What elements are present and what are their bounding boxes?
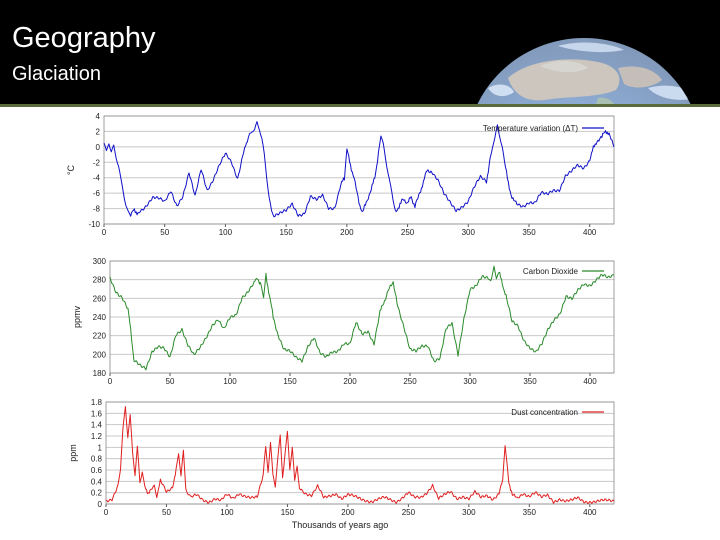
x-tick-label: 250 (402, 508, 416, 517)
x-tick-label: 150 (279, 228, 293, 237)
y-tick-label: 0 (98, 500, 103, 509)
x-tick-label: 400 (583, 228, 597, 237)
y-axis-label: ppmv (72, 306, 82, 329)
x-tick-label: 0 (108, 377, 113, 386)
y-tick-label: 0.2 (91, 489, 103, 498)
x-tick-label: 400 (583, 377, 597, 386)
x-tick-label: 300 (462, 508, 476, 517)
x-tick-label: 300 (462, 228, 476, 237)
plot-frame (103, 115, 615, 225)
y-tick-label: 1.6 (91, 409, 103, 418)
x-tick-label: 350 (523, 508, 537, 517)
y-tick-label: 1.8 (91, 398, 103, 407)
y-axis-label: °C (66, 164, 76, 175)
y-tick-label: -2 (93, 158, 101, 167)
header-accent-rule (0, 104, 720, 107)
dust-chart: 1.8 1.6 1.4 1.2 1 0.8 0.6 0.4 0.2 00 50 100 150 200 25… (68, 398, 615, 530)
y-tick-label: 200 (93, 350, 107, 359)
y-tick-label: 280 (93, 276, 107, 285)
x-tick-label: 50 (160, 228, 169, 237)
x-tick-label: 0 (104, 508, 109, 517)
y-tick-label: 0.4 (91, 477, 103, 486)
y-tick-label: 220 (93, 332, 107, 341)
y-tick-label: 300 (93, 257, 107, 266)
x-tick-label: 0 (102, 228, 107, 237)
slide-header: Geography Glaciation (0, 0, 720, 104)
plot-frame (109, 260, 615, 374)
y-tick-label: 1.4 (91, 421, 103, 430)
glaciation-charts: 420-2-4-6-8-100 50 100 150 200 250 300 350 400°C… (66, 112, 615, 530)
x-tick-label: 200 (341, 508, 355, 517)
plot-frame (105, 401, 615, 505)
series-line (105, 406, 615, 505)
y-tick-label: 260 (93, 294, 107, 303)
slide-title: Geography (12, 22, 156, 54)
y-tick-label: 0.6 (91, 466, 103, 475)
y-axis-label: ppm (68, 444, 78, 462)
x-tick-label: 50 (166, 377, 175, 386)
x-tick-label: 100 (220, 508, 234, 517)
y-tick-label: 4 (96, 112, 101, 121)
series-line (103, 121, 615, 218)
x-tick-label: 350 (522, 228, 536, 237)
y-tick-label: -10 (88, 220, 100, 229)
temperature-chart: 420-2-4-6-8-100 50 100 150 200 250 300 350 400°C… (66, 112, 615, 237)
x-tick-label: 150 (283, 377, 297, 386)
x-tick-label: 300 (463, 377, 477, 386)
series-line (109, 265, 615, 371)
x-tick-label: 350 (523, 377, 537, 386)
x-tick-label: 50 (162, 508, 171, 517)
x-tick-label: 200 (340, 228, 354, 237)
slide-subtitle: Glaciation (12, 63, 101, 85)
y-tick-label: 1.2 (91, 432, 103, 441)
x-tick-label: 100 (219, 228, 233, 237)
y-tick-label: -6 (93, 189, 101, 198)
y-tick-label: 0.8 (91, 455, 103, 464)
y-tick-label: 0 (96, 143, 101, 152)
x-tick-label: 200 (343, 377, 357, 386)
y-tick-label: 240 (93, 313, 107, 322)
x-axis-label: Thousands of years ago (292, 520, 389, 530)
legend-label: Carbon Dioxide (523, 267, 579, 276)
y-tick-label: 180 (93, 369, 107, 378)
x-tick-label: 100 (223, 377, 237, 386)
x-tick-label: 250 (401, 228, 415, 237)
y-tick-label: 2 (96, 127, 101, 136)
y-tick-label: -8 (93, 205, 101, 214)
earth-image (477, 38, 698, 104)
x-tick-label: 150 (281, 508, 295, 517)
legend-label: Temperature variation (ΔT) (483, 124, 578, 133)
x-tick-label: 250 (403, 377, 417, 386)
x-tick-label: 400 (583, 508, 597, 517)
y-tick-label: 1 (98, 443, 103, 452)
y-tick-label: -4 (93, 174, 101, 183)
legend-label: Dust concentration (511, 408, 578, 417)
